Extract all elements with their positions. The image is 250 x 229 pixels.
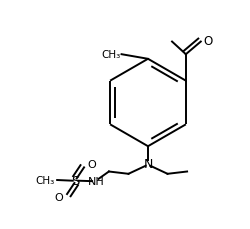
Text: S: S [71,174,80,187]
Text: NH: NH [88,176,105,186]
Text: N: N [143,157,153,170]
Text: O: O [55,192,64,202]
Text: CH₃: CH₃ [36,175,55,185]
Text: CH₃: CH₃ [101,49,120,59]
Text: O: O [204,35,213,48]
Text: O: O [88,159,96,169]
